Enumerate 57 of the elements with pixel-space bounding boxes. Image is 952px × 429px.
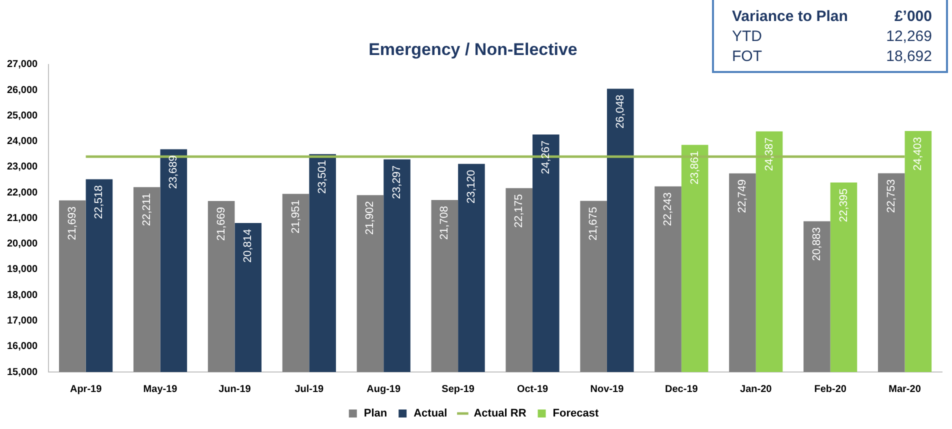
x-tick-label: Sep-19 [442,384,475,395]
y-tick-label: 18,000 [6,290,38,301]
y-tick-label: 24,000 [6,136,38,148]
y-tick-label: 17,000 [6,315,38,326]
data-label: 23,501 [316,160,329,194]
annotation: 18,692 [886,48,932,65]
y-tick-label: 23,000 [6,162,38,173]
y-tick-label: 25,000 [6,110,38,122]
x-tick-label: May-19 [143,384,178,395]
data-label: 21,708 [438,206,451,240]
x-tick-label: Dec-19 [665,384,698,395]
x-tick-label: Nov-19 [590,384,624,395]
y-tick-label: 26,000 [6,84,38,96]
data-label: 21,669 [215,207,228,241]
data-label: 23,689 [168,155,180,189]
x-tick-label: Jul-19 [294,384,324,395]
data-label: 24,403 [912,136,924,171]
x-tick-label: Jun-19 [218,384,252,395]
legend-label: Forecast [552,408,599,420]
y-tick-label: 27,000 [6,59,38,70]
x-tick-label: Oct-19 [516,384,549,395]
x-tick-label: Mar-20 [888,384,922,395]
annotation: FOT [732,48,763,65]
x-tick-label: Aug-19 [366,384,401,395]
y-tick-label: 19,000 [6,264,38,276]
data-label: 23,297 [391,165,404,199]
x-tick-label: Jan-20 [740,384,772,395]
legend-label: Plan [364,408,388,420]
data-label: 23,861 [688,150,701,185]
y-tick-label: 22,000 [6,187,38,198]
data-label: 23,120 [466,170,478,204]
y-tick-label: 16,000 [6,341,38,352]
data-label: 21,675 [588,206,600,241]
y-tick-label: 20,000 [6,238,38,250]
x-tick-label: Apr-19 [70,384,102,395]
data-label: 22,211 [140,193,153,226]
data-label: 21,693 [66,206,78,240]
legend-label: Actual RR [474,408,526,420]
legend-label: Actual [414,408,448,420]
data-label: 22,243 [662,192,674,226]
y-tick-label: 15,000 [6,366,38,378]
data-label: 24,267 [540,140,552,174]
data-label: 24,387 [763,137,776,172]
data-label: 20,883 [810,227,823,261]
data-label: 20,814 [242,228,254,263]
data-label: 22,753 [885,179,898,213]
data-label: 22,749 [736,179,748,214]
text-box: Variance to Plan £’000 YTD 12,269 FOT 18,692 [712,0,948,73]
data-label: 21,902 [364,201,376,235]
data-label: 22,395 [838,188,850,222]
y-tick-label: 21,000 [6,212,38,224]
data-label: 26,048 [614,94,626,128]
data-label: 22,518 [93,185,106,219]
chart-title: Emergency / Non-Elective [368,40,578,59]
data-label: 21,951 [290,200,302,234]
data-label: 22,175 [513,194,526,228]
x-tick-label: Feb-20 [814,384,847,395]
